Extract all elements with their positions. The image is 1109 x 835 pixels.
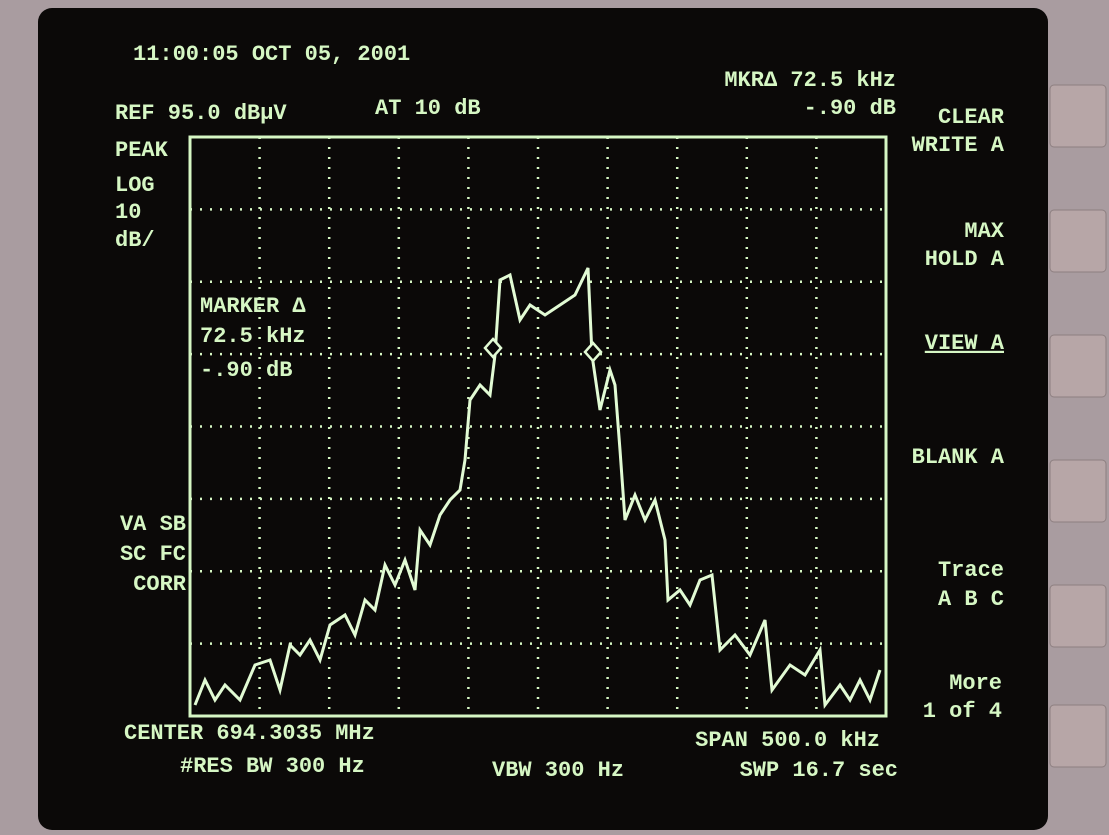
- attenuation: AT 10 dB: [375, 96, 481, 121]
- softkey[interactable]: A B C: [938, 587, 1004, 612]
- scale-label: PEAK: [115, 138, 169, 163]
- video-bandwidth: VBW 300 Hz: [492, 758, 624, 783]
- softkey[interactable]: CLEAR: [938, 105, 1005, 130]
- status-label: VA SB: [120, 512, 186, 537]
- marker-diamonds: [483, 337, 603, 363]
- scale-label: LOG: [115, 173, 155, 198]
- scale-label: dB/: [115, 228, 155, 253]
- marker-frequency: MKR∆ 72.5 kHz: [724, 68, 896, 93]
- softkey[interactable]: HOLD A: [925, 247, 1005, 272]
- softkey[interactable]: BLANK A: [912, 445, 1005, 470]
- sweep-time: SWP 16.7 sec: [740, 758, 898, 783]
- softkey[interactable]: Trace: [938, 558, 1004, 583]
- screen: [38, 8, 1048, 830]
- status-label: SC FC: [120, 542, 186, 567]
- softkey[interactable]: MAX: [964, 219, 1004, 244]
- marker-box-line: 72.5 kHz: [200, 324, 306, 349]
- side-buttons: [1049, 84, 1107, 768]
- center-frequency: CENTER 694.3035 MHz: [124, 721, 375, 746]
- timestamp: 11:00:05 OCT 05, 2001: [133, 42, 410, 67]
- marker-box-line: MARKER ∆: [200, 294, 306, 319]
- reference-level: REF 95.0 dBµV: [115, 101, 287, 126]
- softkey[interactable]: 1 of 4: [923, 699, 1002, 724]
- softkey[interactable]: WRITE A: [912, 133, 1005, 158]
- scale-label: 10: [115, 200, 141, 225]
- marker-amplitude: -.90 dB: [804, 96, 896, 121]
- marker-box-line: -.90 dB: [200, 358, 292, 383]
- softkey[interactable]: More: [949, 671, 1002, 696]
- trace: [193, 267, 882, 710]
- status-label: CORR: [133, 572, 187, 597]
- softkey[interactable]: VIEW A: [925, 331, 1005, 356]
- resolution-bandwidth: #RES BW 300 Hz: [180, 754, 365, 779]
- graticule: [190, 137, 886, 716]
- span: SPAN 500.0 kHz: [695, 728, 880, 753]
